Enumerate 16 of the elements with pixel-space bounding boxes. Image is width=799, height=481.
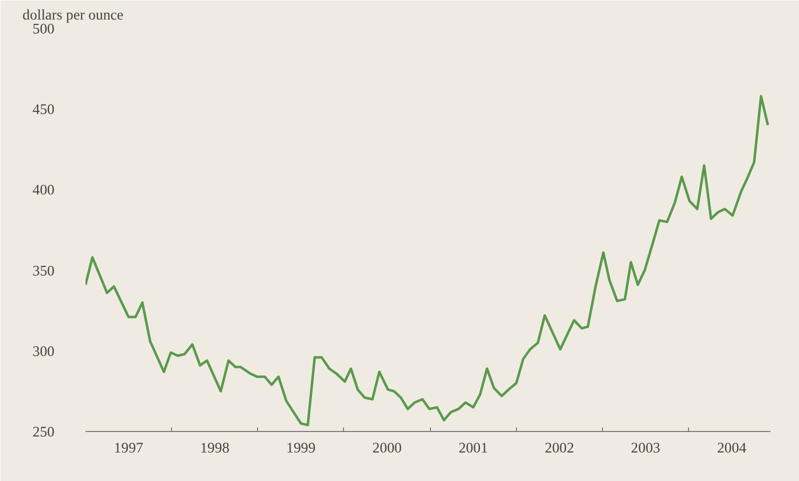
y-tick-label: 450 — [32, 102, 54, 118]
x-tick-label: 1997 — [114, 440, 144, 456]
y-axis-title: dollars per ounce — [22, 8, 124, 24]
x-tick-label: 1999 — [286, 440, 316, 456]
x-tick-label: 2004 — [717, 440, 748, 456]
line-series — [86, 94, 770, 426]
x-tick-label: 2002 — [544, 440, 574, 456]
y-tick-label: 500 — [32, 22, 54, 38]
x-tick-label: 2001 — [458, 440, 488, 456]
x-tick-label: 2003 — [630, 440, 660, 456]
y-tick-label: 400 — [32, 182, 54, 199]
x-tick-label: 2000 — [372, 440, 402, 456]
y-tick-label: 350 — [32, 263, 54, 280]
y-tick-label: 300 — [32, 344, 54, 360]
y-tick-label: 250 — [32, 424, 54, 440]
x-tick-label: 1998 — [200, 440, 230, 456]
